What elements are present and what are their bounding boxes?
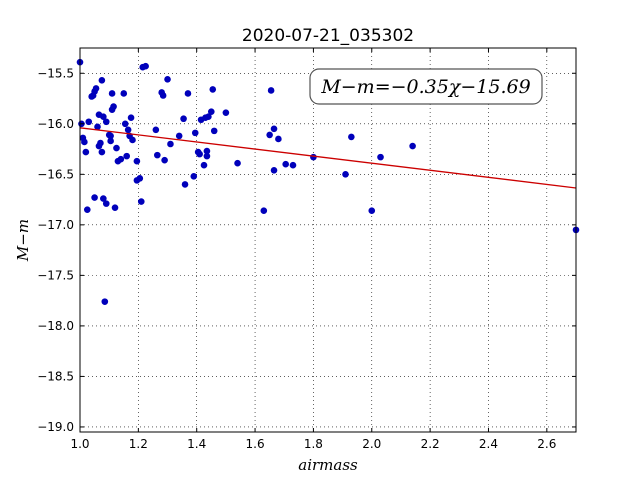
data-point — [120, 90, 128, 97]
data-point — [180, 115, 187, 123]
data-point — [234, 159, 241, 167]
data-point — [310, 153, 317, 161]
data-point — [152, 126, 160, 134]
data-point — [124, 126, 132, 134]
data-point — [196, 150, 203, 158]
x-tick-label: 2.0 — [362, 437, 381, 451]
data-point — [98, 148, 106, 156]
x-tick-label: 1.8 — [304, 437, 323, 451]
x-axis-label: airmass — [298, 456, 358, 474]
data-point — [368, 207, 376, 214]
data-point — [409, 142, 416, 150]
y-tick-label: −16.0 — [37, 117, 74, 131]
data-point — [164, 76, 171, 83]
data-point — [207, 108, 215, 115]
data-point — [101, 298, 109, 305]
data-point — [92, 85, 100, 92]
x-tick-label: 1.0 — [70, 437, 89, 451]
tick-labels: 1.0 1.2 1.4 1.6 1.8 2.0 2.2 2.4 2.6 −15.5 −16.0 −16… — [37, 66, 556, 451]
y-tick-label: −16.5 — [37, 167, 74, 181]
data-point — [210, 127, 218, 135]
data-point — [121, 120, 129, 128]
data-point — [190, 173, 198, 180]
data-point — [94, 123, 101, 131]
data-point — [266, 131, 273, 139]
annotation-text: M−m=−0.35χ−15.69 — [320, 76, 530, 98]
data-point — [184, 90, 192, 97]
data-point — [222, 109, 230, 116]
data-point — [209, 86, 217, 93]
y-tick-label: −17.5 — [37, 268, 74, 282]
x-tick-label: 2.2 — [421, 437, 440, 451]
x-tick-label: 1.4 — [187, 437, 206, 451]
fit-line-group — [79, 127, 577, 189]
data-point — [282, 160, 289, 168]
data-point — [159, 92, 167, 99]
data-point — [100, 113, 107, 121]
data-point — [161, 156, 168, 164]
data-point — [181, 181, 189, 188]
data-point — [205, 113, 212, 121]
fit-annotation: M−m=−0.35χ−15.69 — [309, 68, 543, 105]
data-point — [107, 137, 114, 145]
y-tick-label: −19.0 — [37, 420, 74, 434]
data-point — [175, 132, 183, 140]
data-point — [191, 129, 199, 137]
axis-ticks — [79, 48, 576, 432]
data-points — [76, 58, 580, 305]
data-point — [100, 195, 107, 202]
data-point — [270, 166, 278, 174]
data-point — [83, 206, 91, 213]
data-point — [82, 148, 90, 156]
data-point — [129, 136, 136, 144]
data-point — [137, 198, 145, 205]
data-point — [267, 87, 275, 94]
data-point — [110, 103, 117, 110]
data-point — [127, 114, 135, 122]
data-point — [377, 153, 384, 161]
data-point — [275, 135, 282, 143]
y-tick-label: −17.0 — [37, 218, 74, 232]
data-point — [102, 118, 110, 126]
data-point — [102, 200, 110, 207]
data-point — [260, 207, 268, 214]
x-tick-label: 2.6 — [537, 437, 556, 451]
annotation-box — [309, 68, 543, 105]
chart-title: 2020-07-21_035302 — [242, 26, 414, 46]
data-point — [111, 204, 119, 211]
data-point — [342, 171, 349, 178]
data-point — [203, 147, 211, 155]
y-tick-label: −15.5 — [37, 66, 74, 80]
data-point — [85, 118, 93, 126]
data-point — [91, 194, 98, 201]
data-point — [200, 161, 208, 169]
data-point — [133, 157, 141, 165]
fit-line — [79, 127, 577, 189]
data-point — [142, 62, 149, 70]
plot-frame — [79, 47, 577, 433]
y-tick-label: −18.0 — [37, 319, 74, 333]
data-point — [108, 90, 116, 97]
data-point — [107, 132, 114, 140]
data-point — [117, 155, 125, 163]
data-point — [81, 138, 88, 146]
grid-lines — [79, 48, 576, 432]
x-tick-label: 2.4 — [479, 437, 498, 451]
data-point — [289, 161, 297, 169]
data-point — [203, 152, 211, 160]
data-point — [113, 144, 120, 152]
data-point — [136, 175, 144, 182]
data-point — [98, 77, 106, 84]
data-point — [270, 125, 278, 133]
y-axis-label: M−m — [14, 219, 32, 262]
data-point — [97, 139, 104, 147]
data-point — [154, 151, 161, 159]
x-tick-label: 1.6 — [246, 437, 265, 451]
data-point — [348, 133, 355, 141]
data-point — [167, 140, 174, 148]
y-tick-label: −18.5 — [37, 369, 74, 383]
data-point — [123, 152, 130, 160]
x-tick-label: 1.2 — [129, 437, 148, 451]
